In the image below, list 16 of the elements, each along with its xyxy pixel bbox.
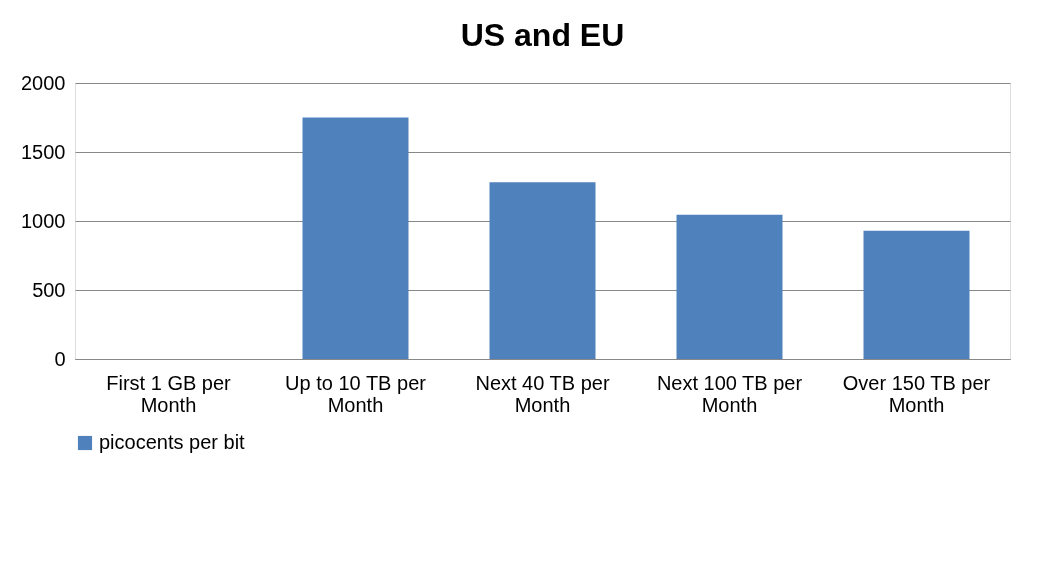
y-tick-label: 1000 [21, 209, 66, 232]
x-tick-label: Next 100 TB per Month [656, 371, 803, 416]
bar [676, 214, 783, 359]
x-tick-label: Over 150 TB per Month [842, 371, 991, 416]
y-tick-label: 1500 [21, 140, 66, 163]
x-tick-label: Next 40 TB per Month [475, 371, 610, 416]
x-tick-label: Up to 10 TB per Month [285, 371, 427, 416]
y-tick-label: 500 [32, 278, 66, 301]
bar [863, 230, 970, 359]
legend-label: picocents per bit [99, 431, 246, 453]
bar [489, 182, 596, 359]
chart-title: US and EU [460, 17, 625, 53]
bar [302, 117, 409, 359]
y-tick-label: 2000 [21, 71, 66, 94]
y-tick-label: 0 [54, 347, 66, 370]
x-tick-label: First 1 GB per Month [106, 371, 232, 416]
